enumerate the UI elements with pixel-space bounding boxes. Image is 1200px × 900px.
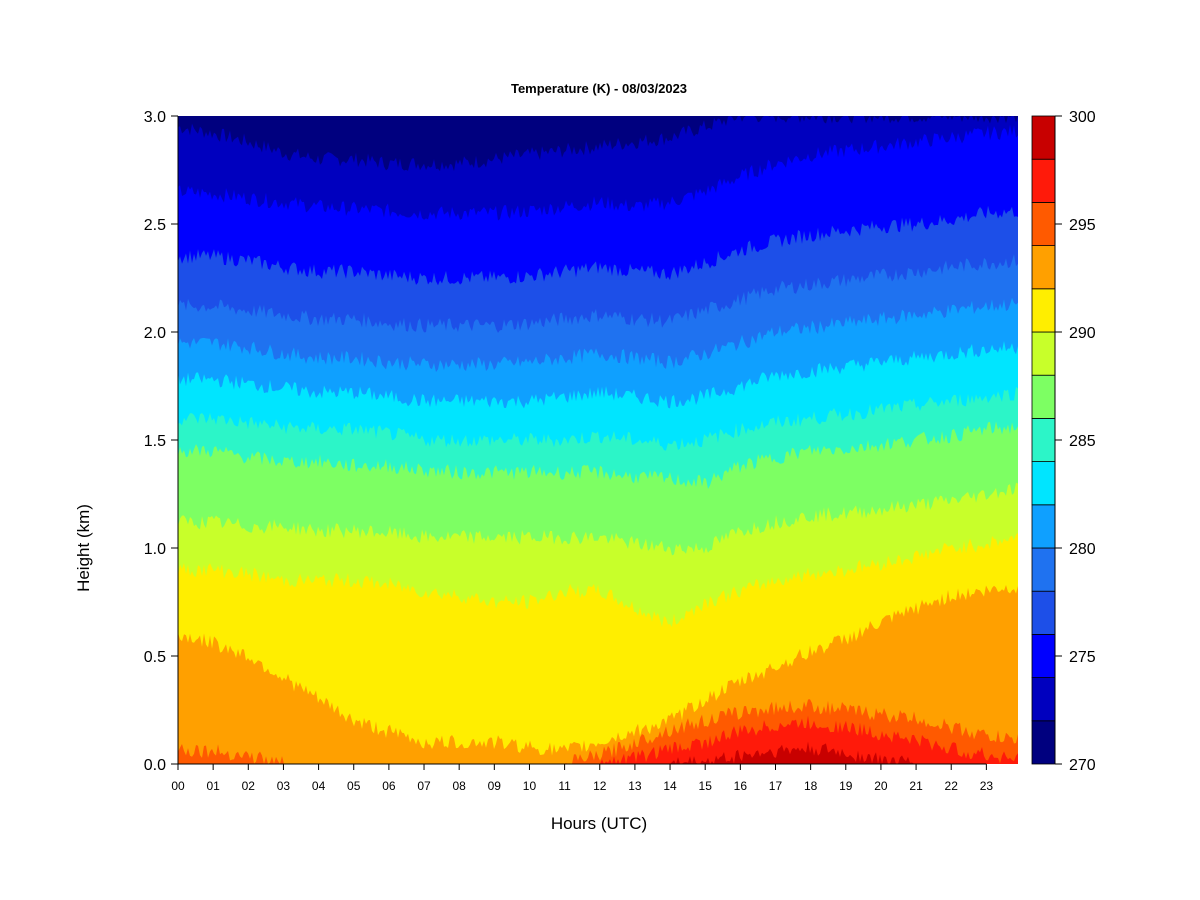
x-tick-label: 07	[417, 779, 431, 793]
x-tick-label: 09	[488, 779, 502, 793]
colorbar-tick-label: 275	[1069, 649, 1096, 666]
y-axis: 0.0 0.5 1.0 1.5 2.0 2.5 3.0	[144, 109, 179, 774]
colorbar-swatch-276	[1031, 590, 1056, 635]
x-tick-label: 13	[628, 779, 642, 793]
colorbar-swatch-282	[1031, 461, 1056, 506]
colorbar-tick-label: 285	[1069, 433, 1096, 450]
colorbar-swatch-296	[1031, 158, 1056, 203]
colorbar-swatch-298	[1031, 115, 1056, 160]
y-tick-label: 2.5	[144, 217, 166, 234]
x-tick-label: 03	[277, 779, 291, 793]
y-tick-label: 0.5	[144, 649, 166, 666]
colorbar-swatch-288	[1031, 331, 1056, 376]
colorbar-tick-label: 300	[1069, 109, 1096, 126]
colorbar-tick-label: 290	[1069, 325, 1096, 342]
x-tick-label: 23	[980, 779, 994, 793]
x-tick-label: 22	[945, 779, 959, 793]
colorbar-swatch-292	[1031, 245, 1056, 290]
band-298	[178, 741, 1018, 764]
colorbar-tick-label: 270	[1069, 757, 1096, 774]
colorbar-swatch-286	[1031, 374, 1056, 419]
x-tick-label: 14	[663, 779, 677, 793]
x-tick-label: 12	[593, 779, 607, 793]
x-tick-label: 00	[171, 779, 185, 793]
colorbar-swatch-278	[1031, 547, 1056, 592]
x-tick-label: 15	[699, 779, 713, 793]
x-tick-label: 11	[558, 779, 571, 793]
x-tick-label: 18	[804, 779, 818, 793]
x-tick-label: 05	[347, 779, 361, 793]
colorbar-swatch-272	[1031, 677, 1056, 722]
x-tick-label: 10	[523, 779, 537, 793]
x-tick-label: 16	[734, 779, 748, 793]
colorbar-swatch-294	[1031, 201, 1056, 246]
y-tick-label: 2.0	[144, 325, 166, 342]
x-tick-label: 08	[452, 779, 466, 793]
colorbar-tick-label: 280	[1069, 541, 1096, 558]
colorbar-swatch-280	[1031, 504, 1056, 549]
x-tick-label: 06	[382, 779, 396, 793]
x-tick-label: 01	[206, 779, 220, 793]
x-tick-label: 20	[874, 779, 888, 793]
y-tick-label: 0.0	[144, 757, 166, 774]
y-tick-label: 3.0	[144, 109, 166, 126]
colorbar-legend: 270 275 280 285 290 295 300	[1031, 109, 1096, 774]
x-tick-label: 04	[312, 779, 326, 793]
colorbar-tick-label: 295	[1069, 217, 1096, 234]
x-tick-label: 02	[242, 779, 256, 793]
y-tick-label: 1.0	[144, 541, 166, 558]
colorbar-swatch-270	[1031, 720, 1056, 765]
chart-title: Temperature (K) - 08/03/2023	[511, 81, 687, 96]
x-tick-label: 21	[909, 779, 923, 793]
x-tick-label: 17	[769, 779, 783, 793]
x-axis-label: Hours (UTC)	[551, 814, 647, 833]
x-tick-label: 19	[839, 779, 853, 793]
x-axis: 00 01 02 03 04 05 06 07 08 09 10 11 12 13 14 15 16 17 18 19…	[171, 763, 994, 793]
y-tick-label: 1.5	[144, 433, 166, 450]
colorbar-swatch-274	[1031, 634, 1056, 679]
y-axis-label: Height (km)	[74, 504, 93, 592]
colorbar-swatch-284	[1031, 417, 1056, 462]
colorbar-swatch-290	[1031, 288, 1056, 333]
plot-area	[178, 116, 1018, 764]
